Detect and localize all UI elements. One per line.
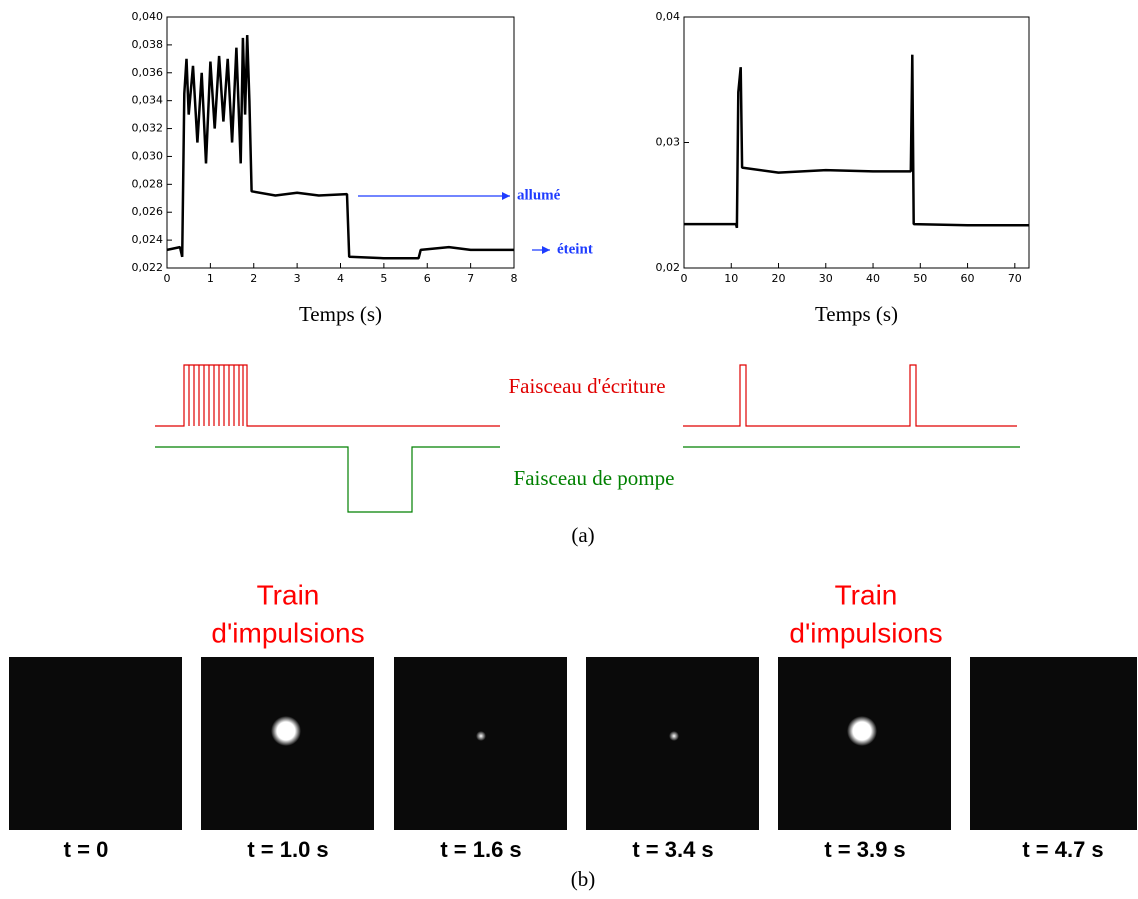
data-line (166, 35, 514, 260)
image (394, 657, 567, 830)
panel-label: (a) (571, 523, 594, 547)
x-tick-label: 8 (511, 272, 518, 285)
y-tick-label: 0,02 (656, 261, 681, 274)
spot (476, 731, 486, 741)
x-tick-label: 40 (866, 272, 880, 285)
y-tick-label: 0,03 (656, 136, 681, 149)
y-tick-label: 0,036 (132, 66, 164, 79)
y-tick-label: 0,034 (132, 94, 164, 107)
image (586, 657, 759, 830)
y-tick-label: 0,028 (132, 177, 164, 190)
y-tick-label: 0,040 (132, 10, 164, 23)
image (970, 657, 1137, 830)
spot (669, 731, 679, 741)
x-tick-label: 2 (250, 272, 257, 285)
time-label: t = 1.6 s (440, 837, 521, 862)
y-tick-label: 0,024 (132, 233, 164, 246)
x-tick-label: 0 (164, 272, 171, 285)
x-tick-label: 4 (337, 272, 344, 285)
charts: 0,0220,0240,0260,0280,0300,0320,0340,036… (132, 10, 1030, 326)
train-label: d'impulsions (211, 617, 364, 648)
y-tick-label: 0,026 (132, 205, 164, 218)
time-label: t = 1.0 s (247, 837, 328, 862)
time-label: t = 4.7 s (1022, 837, 1103, 862)
plot-frame (683, 16, 1030, 269)
write-pulses (188, 365, 244, 426)
plot-frame (166, 16, 515, 269)
x-tick-label: 3 (294, 272, 301, 285)
write-beam-label: Faisceau d'écriture (508, 374, 665, 398)
x-tick-label: 70 (1008, 272, 1022, 285)
x-tick-label: 6 (424, 272, 431, 285)
x-tick-label: 5 (380, 272, 387, 285)
x-axis-label: Temps (s) (815, 302, 898, 326)
time-label: t = 3.9 s (824, 837, 905, 862)
train-label: Train (835, 579, 898, 610)
pump-beam-label: Faisceau de pompe (514, 466, 675, 490)
x-tick-label: 60 (961, 272, 975, 285)
data-line (684, 54, 1029, 229)
y-tick-label: 0,032 (132, 122, 164, 135)
x-tick-label: 20 (772, 272, 786, 285)
image (9, 657, 182, 830)
annotation: allumé (517, 187, 561, 203)
x-tick-label: 50 (913, 272, 927, 285)
y-tick-label: 0,04 (656, 10, 681, 23)
arrow-head (542, 246, 550, 254)
write-beam-left (155, 364, 500, 427)
train-label: Train (257, 579, 320, 610)
y-tick-label: 0,022 (132, 261, 164, 274)
spot (847, 716, 877, 746)
annotation: éteint (557, 241, 593, 257)
images (9, 657, 1137, 830)
x-tick-label: 7 (467, 272, 474, 285)
write-beam-right (683, 364, 1017, 427)
timing-diagram (155, 364, 1020, 513)
time-label: t = 0 (64, 837, 109, 862)
panel-label: (b) (571, 867, 596, 891)
train-label: d'impulsions (789, 617, 942, 648)
y-tick-label: 0,030 (132, 149, 164, 162)
arrow-head (502, 192, 510, 200)
pump-beam-left (155, 446, 500, 513)
spot (271, 716, 301, 746)
x-tick-label: 30 (819, 272, 833, 285)
time-label: t = 3.4 s (632, 837, 713, 862)
x-tick-label: 1 (207, 272, 214, 285)
x-axis-label: Temps (s) (299, 302, 382, 326)
x-tick-label: 0 (681, 272, 688, 285)
y-tick-label: 0,038 (132, 38, 164, 51)
x-tick-label: 10 (724, 272, 738, 285)
